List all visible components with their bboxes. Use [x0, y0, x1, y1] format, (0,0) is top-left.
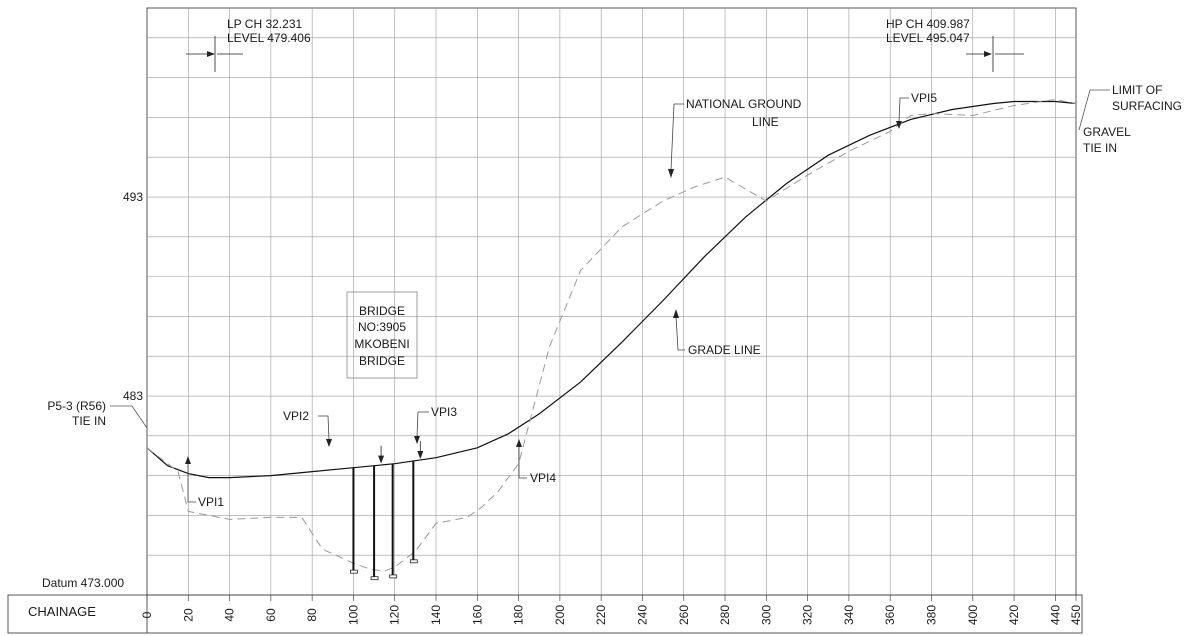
lp-chainage-text: LP CH 32.231 [227, 17, 302, 31]
chainage-tick-label: 80 [305, 608, 319, 622]
gravel-text-2: TIE IN [1083, 141, 1117, 155]
chainage-band-frame [7, 594, 1083, 634]
vpi3-text: VPI3 [431, 405, 457, 419]
grade-line-label: GRADE LINE [673, 309, 761, 357]
bridge-deck-arrow [417, 450, 424, 459]
bridge-text-2: NO:3905 [358, 320, 406, 334]
vpi3-label: VPI3 [414, 405, 457, 444]
chainage-tick-label: 20 [181, 608, 195, 622]
bridge-text-1: BRIDGE [359, 304, 405, 318]
vpi5-arrow [896, 121, 902, 129]
chainage-tick-label: 420 [1007, 605, 1021, 625]
gravel-text-1: GRAVEL [1083, 125, 1131, 139]
vpi2-arrow [326, 439, 332, 447]
grade-line-text: GRADE LINE [688, 343, 761, 357]
bridge-pier-footing [389, 574, 398, 579]
datum-label: Datum 473.000 [42, 576, 124, 590]
gravel-tie-in-label: GRAVEL TIE IN [1083, 125, 1131, 155]
high-point-annotation: HP CH 409.987 LEVEL 495.047 [886, 17, 1024, 72]
ngl-text-1: NATIONAL GROUND [686, 97, 802, 111]
vpi1-text: VPI1 [198, 495, 224, 509]
chainage-tick-label: 220 [594, 605, 608, 625]
hp-arrow-head [984, 51, 992, 57]
start-tie-in-leader [110, 405, 148, 429]
chainage-tick-label: 300 [759, 605, 773, 625]
grade-line-leader [675, 315, 685, 351]
bridge-deck-arrow [378, 455, 385, 464]
vpi4-label: VPI4 [516, 439, 556, 485]
vpi1-label: VPI1 [185, 456, 224, 509]
start-tie-in-label: P5-3 (R56) TIE IN [47, 399, 148, 429]
vpi3-leader [416, 411, 429, 438]
profile-grid [146, 7, 1077, 596]
chainage-tick-label: 260 [677, 605, 691, 625]
limit-leader [1078, 89, 1110, 131]
vpi3-arrow [414, 436, 420, 444]
chainage-tick-label: 160 [470, 605, 484, 625]
vpi5-text: VPI5 [911, 91, 937, 105]
bridge-label-box: BRIDGE NO:3905 MKOBENI BRIDGE [346, 291, 418, 379]
bridge-frame [346, 291, 418, 379]
ngl-leader [670, 103, 684, 171]
chainage-tick-label: 240 [635, 605, 649, 625]
vpi4-text: VPI4 [530, 471, 556, 485]
chainage-tick-labels: 0 20 40 60 80 100 120 140 160 180 200 220 240 260 280 3… [140, 605, 1083, 625]
chainage-tick-label: 380 [924, 605, 938, 625]
level-tick-label: 493 [123, 190, 143, 204]
grade-line [146, 100, 1077, 479]
chainage-tick-label: 200 [553, 605, 567, 625]
ngl-text-2: LINE [752, 115, 779, 129]
chainage-tick-label: 320 [801, 605, 815, 625]
hp-level-text: LEVEL 495.047 [886, 31, 970, 45]
vpi1-arrow [185, 456, 191, 464]
limit-text-2: SURFACING [1112, 99, 1182, 113]
chainage-tick-label: 340 [842, 605, 856, 625]
chainage-tick-label: 180 [512, 605, 526, 625]
chainage-tick-label: 140 [429, 605, 443, 625]
bridge-pier-footing [350, 569, 358, 574]
chainage-band: CHAINAGE Datum 473.000 [7, 576, 1083, 634]
start-tie-in-text-2: TIE IN [72, 414, 106, 428]
chainage-tick-label: 450 [1069, 605, 1083, 625]
low-point-annotation: LP CH 32.231 LEVEL 479.406 [186, 17, 311, 72]
vpi2-text: VPI2 [283, 409, 309, 423]
vpi2-leader [318, 415, 330, 441]
bridge-pier-footing [409, 559, 418, 564]
chainage-tick-label: 280 [718, 605, 732, 625]
chainage-label: CHAINAGE [28, 604, 96, 619]
lp-level-text: LEVEL 479.406 [227, 31, 311, 45]
chainage-tick-label: 0 [140, 611, 154, 618]
lp-arrow-head [207, 51, 215, 57]
hp-chainage-text: HP CH 409.987 [886, 17, 970, 31]
chainage-tick-label: 40 [223, 608, 237, 622]
chainage-tick-label: 100 [346, 605, 360, 625]
bridge-pier-footing [370, 576, 379, 581]
vpi5-leader [898, 97, 909, 123]
limit-text-1: LIMIT OF [1112, 83, 1162, 97]
vpi1-leader [187, 462, 196, 503]
natural-ground-line [146, 98, 1077, 572]
limit-of-surfacing-label: LIMIT OF SURFACING [1078, 83, 1182, 131]
profile-series [146, 98, 1077, 572]
vpi2-label: VPI2 [283, 409, 332, 447]
annotations: LP CH 32.231 LEVEL 479.406 HP CH 409.987… [47, 17, 1182, 509]
ngl-label: NATIONAL GROUND LINE [668, 97, 802, 178]
bridge-text-3: MKOBENI [354, 337, 409, 351]
vpi4-arrow [516, 439, 522, 447]
level-tick-label: 483 [123, 389, 143, 403]
chainage-tick-label: 400 [966, 605, 980, 625]
chainage-tick-label: 120 [388, 605, 402, 625]
ngl-leader-arrow [668, 169, 674, 178]
vpi5-label: VPI5 [896, 91, 937, 129]
vpi4-leader [518, 446, 527, 479]
grade-line-leader-arrow [673, 309, 679, 318]
chainage-tick-label: 360 [883, 605, 897, 625]
chainage-tick-label: 60 [264, 608, 278, 622]
start-tie-in-text-1: P5-3 (R56) [47, 399, 106, 413]
bridge-piers [350, 440, 424, 581]
chainage-tick-label: 440 [1048, 605, 1062, 625]
level-tick-labels: 483 493 [123, 190, 143, 403]
bridge-text-4: BRIDGE [359, 354, 405, 368]
